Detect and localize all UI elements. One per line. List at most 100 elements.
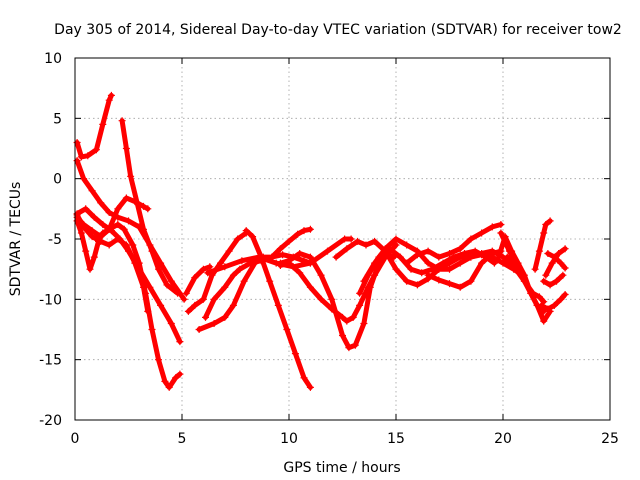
data-point-marker	[184, 307, 192, 315]
data-point-marker	[548, 259, 556, 267]
data-point-marker	[118, 117, 126, 125]
data-point-marker	[296, 250, 304, 257]
data-point-marker	[97, 237, 105, 245]
data-point-marker	[482, 253, 490, 261]
series-line-arc-25	[541, 272, 566, 288]
data-point-marker	[478, 229, 486, 237]
series-line-arc-4	[74, 195, 151, 240]
data-point-marker	[131, 198, 139, 206]
data-point-marker	[354, 237, 361, 245]
data-point-marker	[107, 91, 115, 99]
data-point-marker	[92, 146, 100, 154]
data-point-marker	[392, 235, 400, 243]
y-tick-label: -5	[48, 232, 62, 248]
data-point-marker	[144, 307, 152, 315]
series-line-arc-1	[74, 92, 114, 160]
data-point-marker	[217, 259, 224, 267]
y-tick-label: 10	[44, 51, 62, 67]
data-point-marker	[221, 283, 229, 291]
data-point-marker	[144, 205, 152, 213]
data-point-marker	[90, 253, 98, 261]
data-point-marker	[120, 225, 128, 233]
y-tick-label: 0	[53, 172, 62, 188]
data-point-marker	[497, 247, 505, 255]
data-point-marker	[127, 172, 135, 180]
data-point-marker	[114, 205, 122, 213]
data-point-marker	[364, 283, 372, 291]
data-point-marker	[238, 257, 246, 265]
series-line-arc-23	[504, 254, 547, 305]
data-point-marker	[424, 259, 432, 267]
data-point-marker	[503, 253, 511, 261]
ticks	[74, 57, 611, 421]
data-point-marker	[324, 247, 331, 255]
data-point-marker	[172, 374, 180, 382]
data-point-marker	[77, 229, 85, 237]
data-point-marker	[450, 253, 458, 261]
data-point-marker	[88, 187, 96, 195]
series-line-arc-15	[277, 242, 399, 324]
data-point-marker	[210, 320, 218, 327]
data-point-marker	[540, 229, 548, 237]
data-point-marker	[80, 175, 88, 183]
data-point-marker	[550, 253, 558, 261]
data-point-marker	[306, 225, 314, 233]
data-point-marker	[544, 305, 552, 313]
data-point-marker	[371, 259, 379, 267]
data-point-marker	[88, 233, 96, 241]
data-point-marker	[332, 253, 340, 261]
data-point-marker	[80, 223, 88, 231]
data-point-marker	[174, 289, 182, 297]
data-point-marker	[531, 265, 539, 273]
data-point-marker	[424, 247, 432, 255]
data-point-marker	[546, 217, 554, 225]
data-point-marker	[488, 250, 496, 257]
series-line-arc-7	[74, 212, 151, 314]
data-point-marker	[146, 283, 154, 291]
data-point-marker	[343, 245, 351, 253]
data-point-marker	[375, 253, 383, 261]
data-point-marker	[285, 237, 293, 245]
data-point-marker	[360, 277, 368, 285]
data-point-marker	[520, 271, 528, 279]
data-point-marker	[229, 271, 237, 279]
data-point-marker	[435, 265, 443, 273]
data-point-marker	[407, 265, 415, 273]
data-point-marker	[157, 301, 165, 309]
data-point-marker	[146, 241, 154, 249]
data-point-marker	[490, 259, 498, 267]
data-point-marker	[125, 247, 132, 255]
data-point-marker	[240, 277, 248, 285]
data-point-marker	[191, 301, 199, 309]
data-point-marker	[165, 383, 173, 391]
data-point-marker	[555, 250, 563, 257]
data-point-marker	[210, 295, 218, 303]
data-point-marker	[456, 245, 464, 253]
data-point-marker	[114, 213, 122, 221]
x-tick-label: 10	[280, 431, 298, 447]
data-point-marker	[199, 265, 207, 273]
data-point-marker	[276, 262, 284, 269]
data-point-marker	[105, 241, 113, 249]
data-point-marker	[306, 259, 314, 267]
data-point-marker	[544, 250, 552, 257]
x-tick-label: 15	[387, 431, 405, 447]
data-point-marker	[135, 265, 143, 273]
data-point-marker	[294, 230, 302, 238]
series-line-arc-3	[74, 158, 187, 302]
series-group	[74, 92, 568, 390]
data-point-marker	[199, 295, 207, 303]
data-point-marker	[163, 281, 171, 289]
data-point-marker	[542, 271, 550, 279]
data-point-marker	[105, 209, 113, 216]
y-tick-labels: -20 -15 -10 -5 0 5 10	[39, 51, 62, 429]
data-point-marker	[540, 277, 548, 285]
data-point-marker	[142, 289, 150, 297]
data-point-marker	[360, 320, 368, 327]
data-point-marker	[520, 277, 528, 285]
data-point-marker	[351, 341, 359, 349]
data-point-marker	[471, 247, 479, 255]
data-point-marker	[403, 241, 411, 249]
data-point-marker	[446, 280, 453, 288]
